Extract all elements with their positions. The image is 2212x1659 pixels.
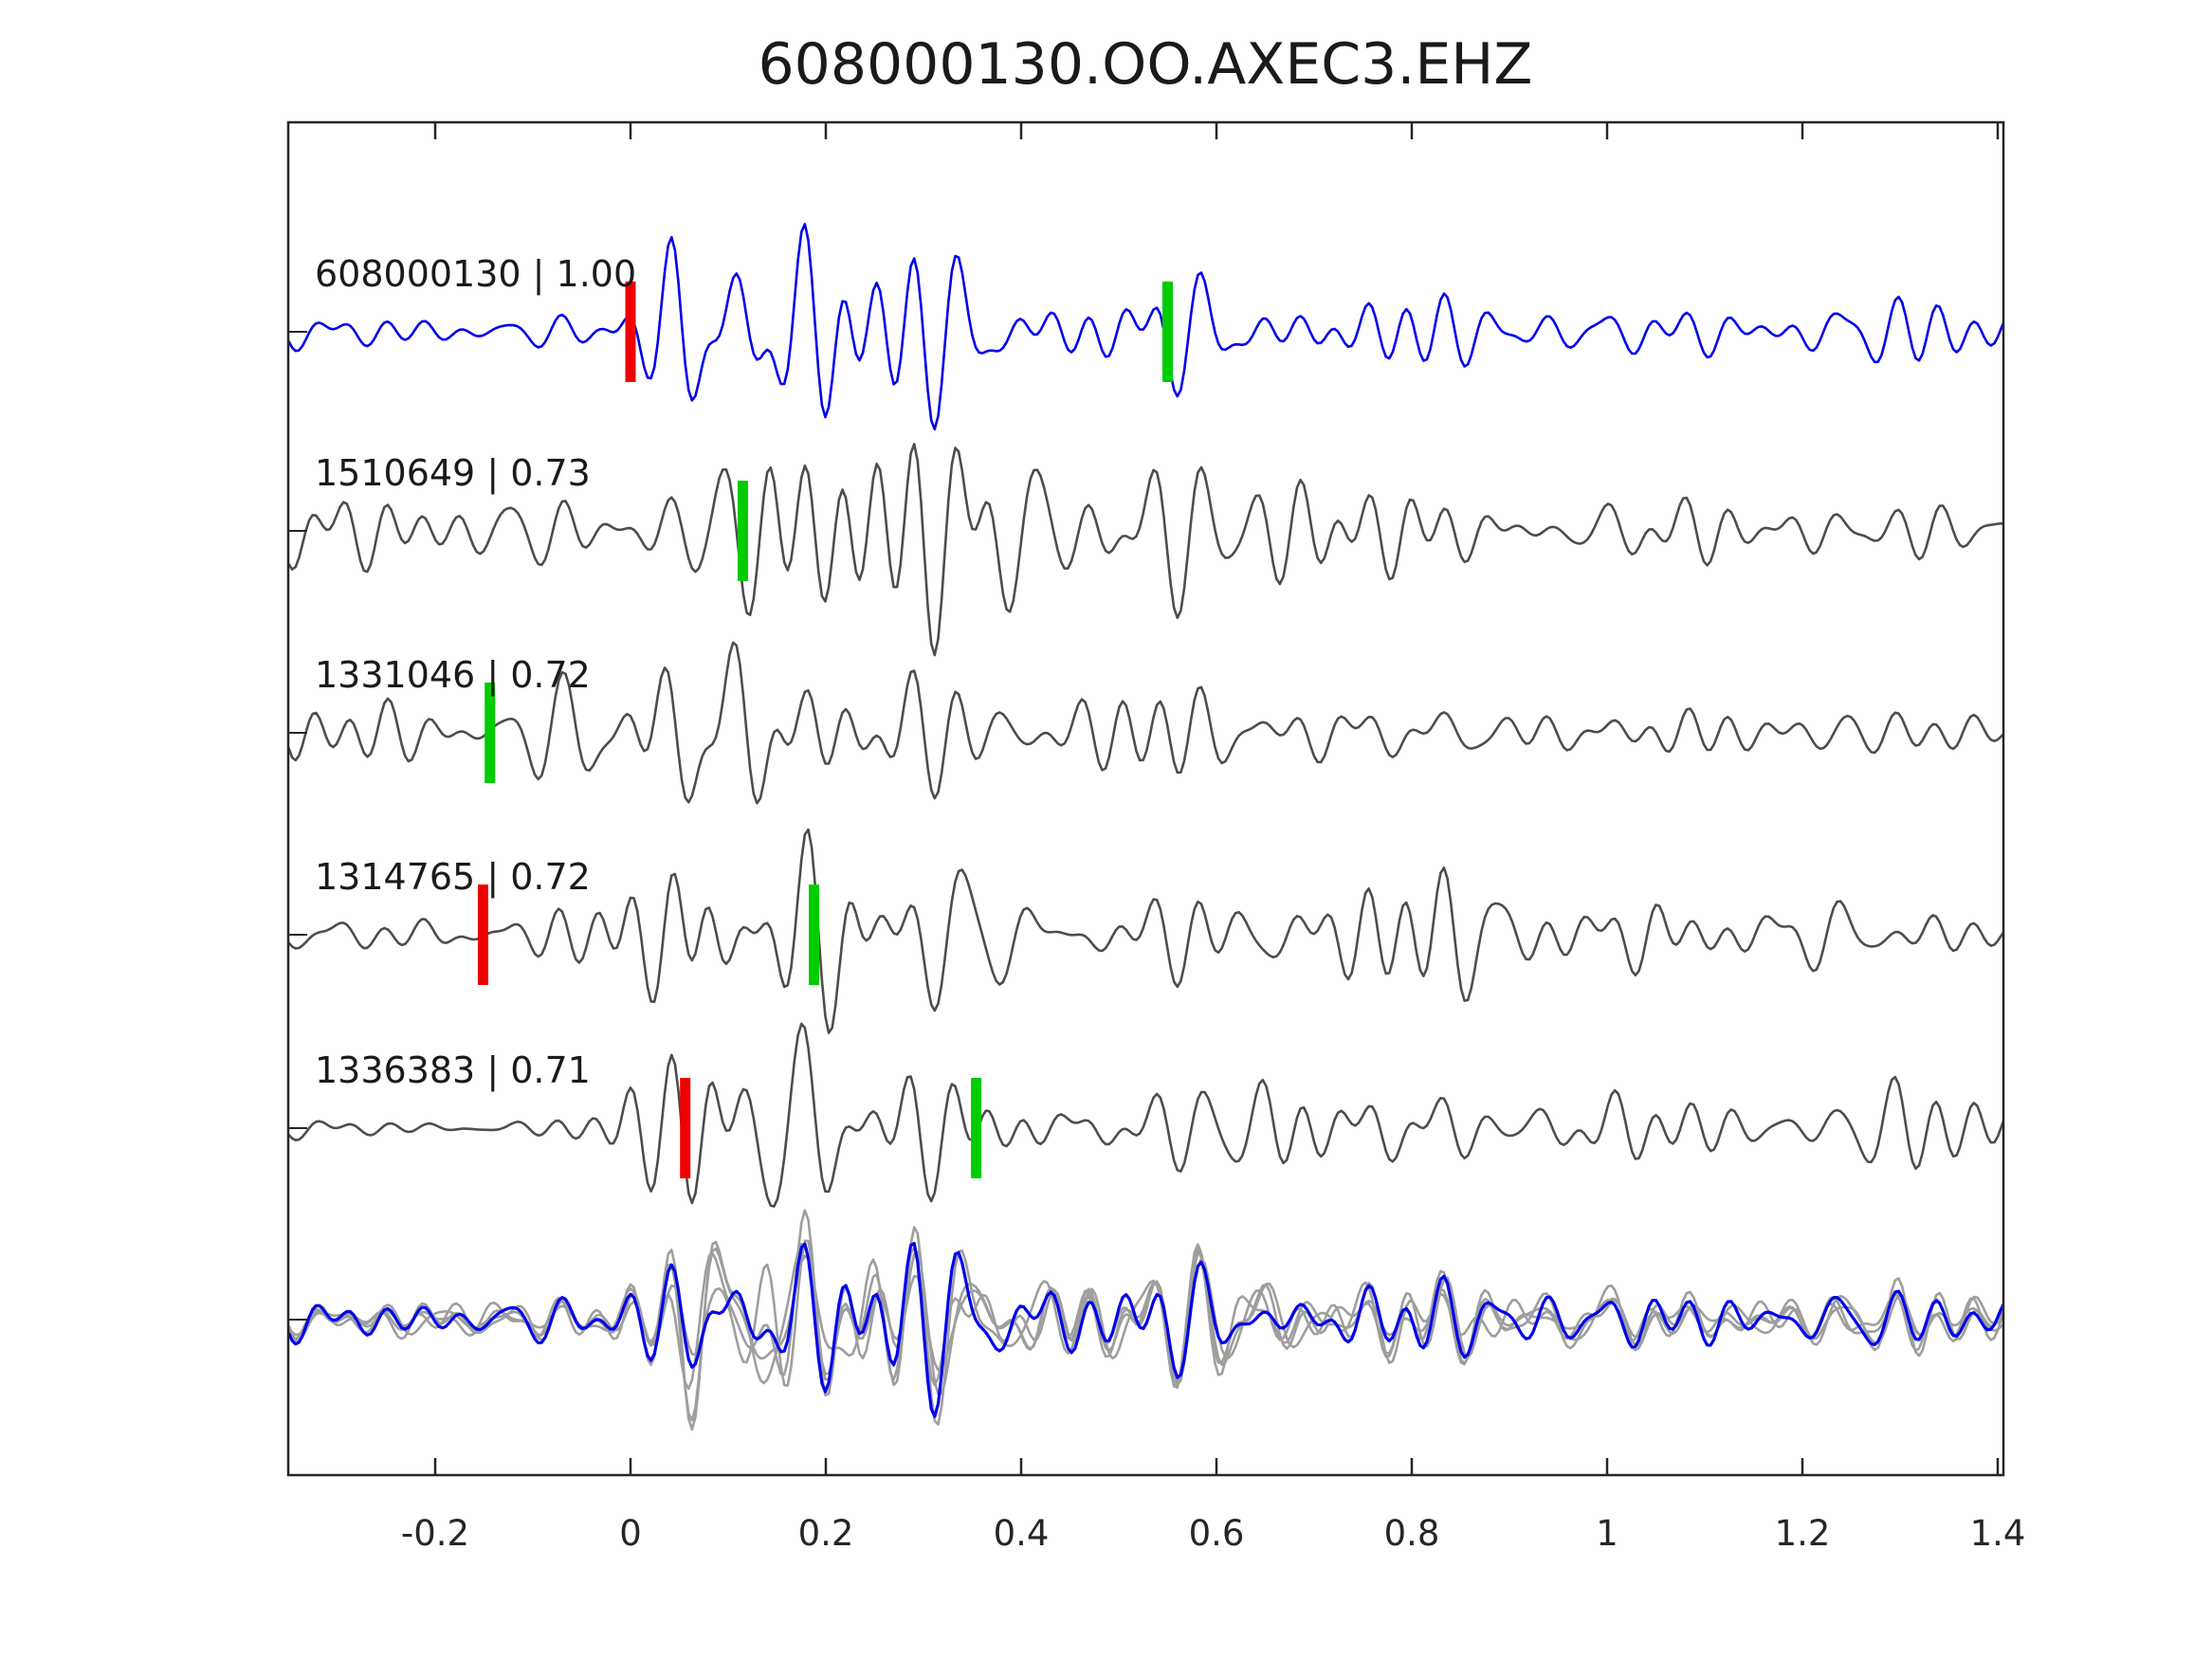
waveform-trace-1331046 <box>288 641 2003 805</box>
x-tick-label: 1.2 <box>1775 1513 1831 1554</box>
x-tick-label: 0.8 <box>1384 1513 1440 1554</box>
pick-marker-green <box>971 1078 982 1178</box>
x-tick-label: 1 <box>1596 1513 1618 1554</box>
pick-marker-green <box>484 683 496 783</box>
chart-title: 608000130.OO.AXEC3.EHZ <box>758 31 1532 98</box>
pick-markers-group <box>478 282 1173 1178</box>
waveform-trace-608000130 <box>288 223 2003 431</box>
pick-marker-green <box>1162 282 1173 382</box>
overlay-template-trace <box>288 1241 2003 1418</box>
trace-label-1336383: 1336383 | 0.71 <box>315 1049 591 1092</box>
trace-label-1510649: 1510649 | 0.73 <box>315 452 591 495</box>
pick-marker-red <box>680 1078 691 1178</box>
waveform-trace-1314765 <box>288 828 2003 1034</box>
trace-label-1314765: 1314765 | 0.72 <box>315 856 591 899</box>
trace-labels-group: 608000130 | 1.00 1510649 | 0.73 1331046 | … <box>315 253 636 1092</box>
x-tick-label: 0.6 <box>1189 1513 1245 1554</box>
pick-marker-red <box>625 282 636 382</box>
x-tick-label: 0.4 <box>994 1513 1050 1554</box>
pick-marker-green <box>738 481 748 581</box>
trace-label-608000130: 608000130 | 1.00 <box>315 253 636 296</box>
pick-marker-green <box>809 884 820 985</box>
waveform-traces-group <box>288 223 2003 1431</box>
waveform-trace-1336383 <box>288 1022 2003 1208</box>
x-tick-label: 1.4 <box>1970 1513 2026 1554</box>
x-tick-label: -0.2 <box>401 1513 469 1554</box>
waveform-trace-1510649 <box>288 443 2003 657</box>
x-tick-label: 0.2 <box>798 1513 854 1554</box>
trace-label-1331046: 1331046 | 0.72 <box>315 654 591 697</box>
pick-marker-red <box>478 884 488 985</box>
x-tick-label: 0 <box>619 1513 642 1554</box>
plot-border <box>286 120 2005 1477</box>
axes-group: -0.2 0 0.2 0.4 0.6 0.8 1 1.2 1.4 <box>288 122 2025 1554</box>
